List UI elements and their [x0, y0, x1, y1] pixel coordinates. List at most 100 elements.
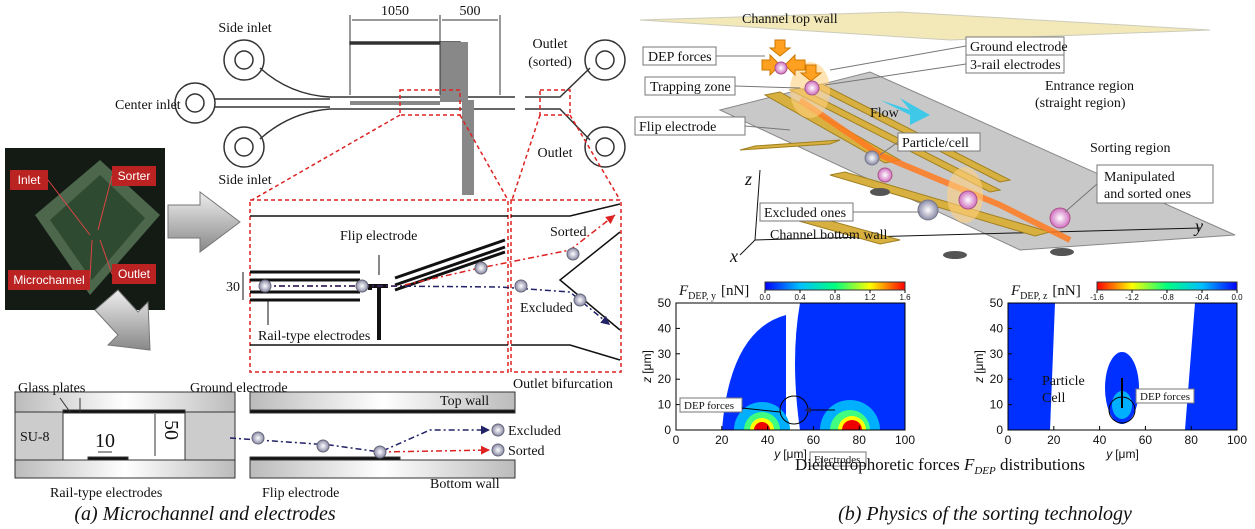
y-tick-label: 0 [996, 423, 1003, 437]
label: Manipulated [1104, 170, 1175, 185]
y-tick-label: 20 [990, 372, 1004, 386]
annotation: Particle [1042, 374, 1085, 389]
y-tick-label: 10 [658, 398, 672, 412]
label: Trapping zone [650, 80, 731, 95]
label: (sorted) [528, 55, 572, 70]
label: and sorted ones [1104, 187, 1191, 202]
annotation: DEP forces [684, 400, 734, 412]
label-part: [μm] [640, 350, 654, 374]
label: Sorted [508, 444, 545, 459]
label: 3-rail electrodes [970, 58, 1061, 73]
colorbar [1097, 282, 1237, 290]
colorbar-tick-label: -0.4 [1195, 293, 1209, 302]
label-part: y [1105, 447, 1113, 461]
plot-title: FDEP, z[nN] [1010, 283, 1081, 302]
label: Outlet [118, 267, 151, 281]
label: Flip electrode [340, 229, 417, 244]
label: Rail-type electrodes [50, 486, 162, 501]
flow-paths [230, 430, 490, 452]
title-part: [nN] [721, 283, 749, 299]
label-part: [μm] [1115, 447, 1139, 461]
x-tick-label: 100 [1227, 433, 1247, 447]
plot-title: FDEP, y[nN] [678, 283, 749, 302]
dimension: 1050 [381, 4, 409, 19]
label: DEP forces [648, 50, 712, 65]
label: Top wall [440, 394, 489, 409]
label-part: y [773, 447, 781, 461]
colorbar-tick-label: 0.8 [829, 293, 841, 302]
label: 50 [160, 420, 182, 440]
contour [1008, 303, 1237, 430]
y-axis-label: z[μm] [972, 350, 986, 384]
label: Excluded [508, 424, 561, 439]
label: Particle/cell [902, 136, 969, 151]
colorbar-tick-label: 0.4 [794, 293, 806, 302]
axis-letter: x [729, 246, 738, 266]
x-tick-label: 0 [1005, 433, 1012, 447]
label: Excluded ones [764, 206, 846, 221]
label: Outlet [538, 146, 573, 161]
label: Sorting region [1090, 141, 1171, 156]
label: Inlet [18, 173, 41, 187]
x-tick-label: 60 [807, 433, 821, 447]
x-tick-label: 100 [895, 433, 915, 447]
label: Ground electrode [970, 40, 1068, 55]
dimension: 500 [460, 4, 481, 19]
y-tick-label: 50 [658, 296, 672, 310]
label: SU-8 [20, 430, 50, 445]
colorbar-tick-label: 0.0 [1231, 293, 1243, 302]
axis-letter: y [1193, 216, 1203, 236]
label: Outlet [533, 37, 568, 52]
label: Sorted [550, 225, 587, 240]
label: Side inlet [218, 21, 271, 36]
label: Sorter [118, 169, 151, 183]
title-part: DEP, y [688, 291, 716, 302]
caption: (b) Physics of the sorting technology [838, 503, 1132, 525]
y-tick-label: 20 [658, 372, 672, 386]
label: Side inlet [218, 173, 271, 188]
colorbar-tick-label: -0.8 [1160, 293, 1174, 302]
label: Flip electrode [262, 486, 339, 501]
y-tick-label: 10 [990, 398, 1004, 412]
label: Center inlet [115, 98, 181, 113]
y-axis-label: z [μm] [640, 350, 654, 384]
annotation: Cell [1042, 391, 1065, 406]
label: 10 [95, 430, 115, 452]
x-tick-label: 80 [1185, 433, 1199, 447]
colorbar-tick-label: 1.2 [864, 293, 876, 302]
x-axis-label: y[μm] [1105, 447, 1139, 461]
label: Flow [870, 106, 900, 121]
label: Channel bottom wall [770, 228, 888, 243]
x-tick-label: 80 [853, 433, 867, 447]
label-part: [μm] [972, 350, 986, 374]
label: Ground electrode [190, 381, 288, 396]
label: Glass plates [18, 381, 85, 396]
x-tick-label: 60 [1139, 433, 1153, 447]
x-tick-label: 40 [1093, 433, 1107, 447]
axis-letter: z [744, 169, 752, 189]
caption: (a) Microchannel and electrodes [74, 503, 335, 525]
label: (straight region) [1035, 96, 1126, 111]
colorbar-tick-label: -1.2 [1125, 293, 1139, 302]
label: 30 [226, 280, 240, 295]
particles [252, 424, 504, 458]
title-part: [nN] [1052, 283, 1080, 299]
electrode-pad [350, 42, 474, 195]
label: Outlet bifurcation [513, 377, 613, 392]
dimension-lines [350, 15, 500, 95]
colorbar-tick-label: 1.6 [899, 293, 911, 302]
y-tick-label: 0 [664, 423, 671, 437]
y-tick-label: 50 [990, 296, 1004, 310]
colorbar-tick-label: -1.6 [1090, 293, 1104, 302]
label: Excluded [520, 301, 573, 316]
label-part: z [640, 377, 654, 384]
y-tick-label: 30 [658, 347, 672, 361]
plots-caption: Dielectrophoretic forces FDEP distributi… [795, 455, 1085, 477]
label: Channel top wall [742, 12, 838, 27]
x-tick-label: 20 [1047, 433, 1061, 447]
label: Microchannel [13, 273, 84, 287]
colorbar [765, 282, 905, 290]
y-tick-label: 30 [990, 347, 1004, 361]
y-tick-label: 40 [990, 321, 1004, 335]
